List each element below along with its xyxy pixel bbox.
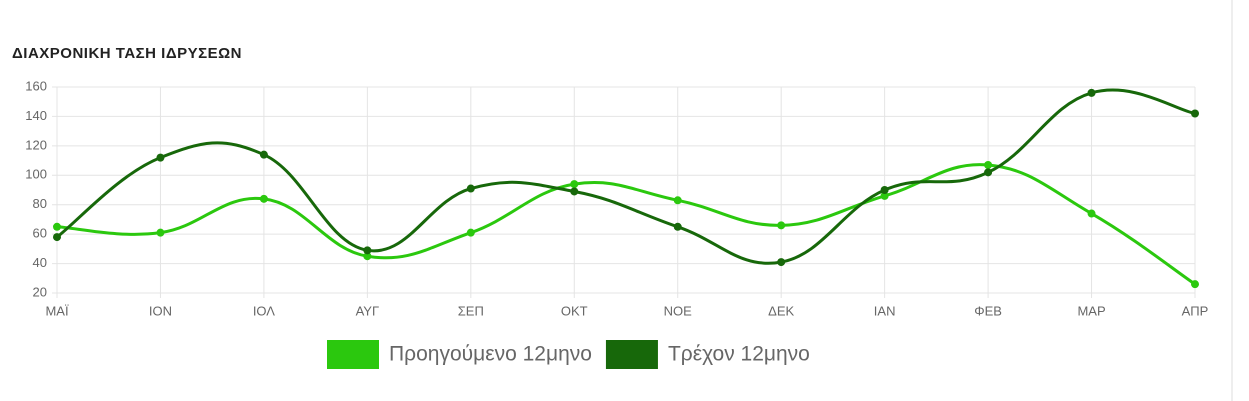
x-tick-label: ΙΑΝ bbox=[874, 303, 896, 318]
x-tick-label: ΜΑΡ bbox=[1077, 303, 1105, 318]
x-tick-label: ΙΟΛ bbox=[253, 303, 275, 318]
legend-swatch bbox=[327, 340, 379, 369]
data-point bbox=[1087, 209, 1096, 218]
data-point bbox=[673, 222, 682, 231]
data-point bbox=[363, 252, 372, 261]
data-point bbox=[259, 194, 268, 203]
data-point bbox=[570, 180, 579, 189]
data-point bbox=[777, 221, 786, 230]
y-tick-label: 100 bbox=[25, 167, 47, 182]
x-tick-label: ΣΕΠ bbox=[458, 303, 484, 318]
x-tick-label: ΑΠΡ bbox=[1182, 303, 1209, 318]
data-point bbox=[156, 153, 165, 162]
data-point bbox=[156, 228, 165, 237]
data-point bbox=[984, 168, 993, 177]
data-point bbox=[259, 150, 268, 159]
data-point bbox=[1191, 280, 1199, 289]
data-point bbox=[466, 228, 475, 237]
chart-title: ΔΙΑΧΡΟΝΙΚΗ ΤΑΣΗ ΙΔΡΥΣΕΩΝ bbox=[12, 45, 242, 62]
data-point bbox=[777, 258, 786, 267]
x-tick-label: ΔΕΚ bbox=[768, 303, 794, 318]
data-point bbox=[880, 186, 889, 194]
data-point bbox=[466, 184, 475, 193]
x-tick-label: ΑΥΓ bbox=[356, 303, 380, 318]
legend-label: Προηγούμενο 12μηνο bbox=[389, 343, 592, 366]
data-point bbox=[984, 160, 993, 169]
x-tick-label: ΜΑΪ bbox=[45, 303, 69, 318]
y-tick-label: 120 bbox=[25, 137, 47, 152]
x-tick-label: ΦΕΒ bbox=[974, 303, 1002, 318]
y-tick-label: 60 bbox=[33, 226, 47, 241]
data-point bbox=[363, 246, 372, 255]
legend-swatch bbox=[605, 340, 658, 369]
legend-label: Τρέχον 12μηνο bbox=[668, 343, 810, 366]
y-tick-label: 160 bbox=[25, 78, 47, 93]
y-tick-label: 40 bbox=[33, 255, 47, 270]
data-point bbox=[53, 222, 61, 231]
data-point bbox=[53, 233, 61, 242]
x-tick-label: ΟΚΤ bbox=[561, 303, 588, 318]
data-point bbox=[880, 191, 889, 200]
series-line bbox=[56, 88, 1196, 265]
series-line bbox=[56, 163, 1196, 286]
data-point bbox=[673, 196, 682, 205]
y-tick-label: 80 bbox=[33, 196, 47, 211]
x-tick-label: ΙΟΝ bbox=[149, 303, 172, 318]
x-tick-label: ΝΟΕ bbox=[664, 303, 693, 318]
y-tick-label: 20 bbox=[33, 284, 47, 299]
data-point bbox=[1191, 109, 1199, 118]
y-tick-label: 140 bbox=[25, 108, 47, 123]
data-point bbox=[1087, 88, 1096, 97]
data-point bbox=[570, 187, 579, 196]
